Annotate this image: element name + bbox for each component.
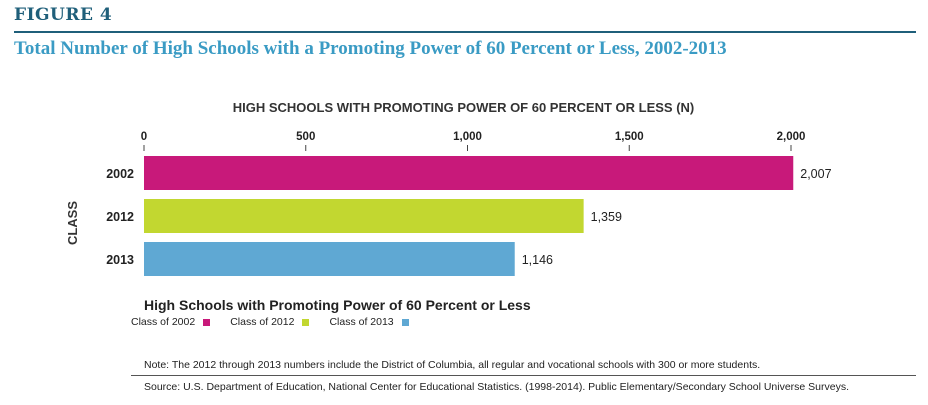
legend-item: Class of 2012 (230, 316, 310, 328)
bar-value-label: 1,146 (522, 253, 553, 267)
title-rule (14, 31, 916, 33)
legend-item-label: Class of 2012 (230, 316, 295, 328)
category-label: 2013 (106, 253, 134, 267)
bar (144, 156, 794, 190)
bar-chart: HIGH SCHOOLS WITH PROMOTING POWER OF 60 … (65, 100, 832, 276)
chart-note: Note: The 2012 through 2013 numbers incl… (144, 359, 761, 371)
bar (144, 242, 515, 276)
legend-item-label: Class of 2013 (329, 316, 394, 328)
legend: Class of 2002 Class of 2012 Class of 2013 (131, 316, 429, 328)
legend-swatch (302, 318, 310, 326)
category-label: 2002 (106, 167, 134, 181)
x-tick-label: 1,000 (453, 131, 482, 143)
legend-title: High Schools with Promoting Power of 60 … (144, 297, 531, 313)
legend-item: Class of 2002 (131, 316, 211, 328)
y-axis-title: CLASS (65, 201, 80, 245)
figure-label: FIGURE 4 (14, 5, 113, 25)
x-tick-label: 1,500 (615, 131, 644, 143)
x-axis-title: HIGH SCHOOLS WITH PROMOTING POWER OF 60 … (233, 100, 695, 115)
x-tick-label: 2,000 (777, 131, 806, 143)
x-tick-label: 0 (141, 131, 147, 143)
legend-swatch (203, 318, 211, 326)
bar (144, 199, 584, 233)
x-tick-label: 500 (296, 131, 315, 143)
legend-item: Class of 2013 (329, 316, 409, 328)
figure-title: Total Number of High Schools with a Prom… (14, 38, 727, 59)
chart-source: Source: U.S. Department of Education, Na… (144, 381, 850, 393)
bar-value-label: 2,007 (800, 167, 831, 181)
bar-value-label: 1,359 (591, 210, 622, 224)
legend-item-label: Class of 2002 (131, 316, 196, 328)
source-rule (131, 375, 916, 376)
category-label: 2012 (106, 210, 134, 224)
legend-swatch (401, 318, 409, 326)
